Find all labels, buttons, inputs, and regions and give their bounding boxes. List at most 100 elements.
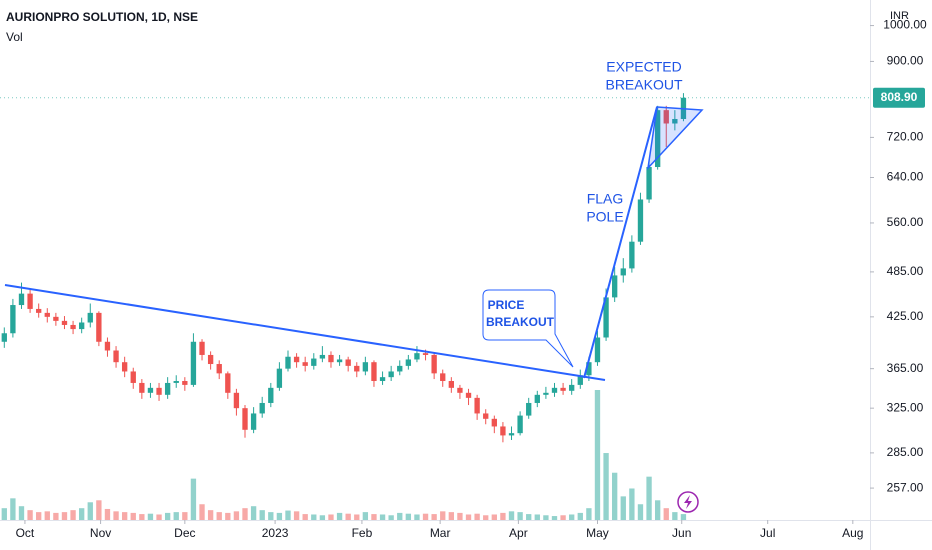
- candle-body: [61, 320, 68, 325]
- candle-body: [431, 354, 437, 374]
- volume-bar: [199, 504, 205, 520]
- candle-body: [354, 365, 360, 372]
- volume-bar: [440, 511, 446, 520]
- volume-bar: [147, 513, 154, 520]
- flag-pole-line: [583, 106, 658, 379]
- volume-bar: [139, 514, 145, 520]
- volume-bar: [629, 488, 635, 520]
- last-price-label: 808.90: [881, 90, 918, 104]
- volume-bar: [577, 512, 583, 520]
- volume-bar: [113, 511, 119, 520]
- candle-body: [216, 364, 222, 374]
- volume-bar: [371, 514, 377, 520]
- candle-body: [199, 341, 205, 355]
- volume-bar: [620, 496, 626, 520]
- volume-bar: [379, 514, 386, 520]
- candle-body: [302, 362, 308, 366]
- annotation: FLAG: [587, 191, 624, 207]
- volume-bar: [474, 513, 480, 520]
- x-tick-label: Feb: [352, 526, 373, 540]
- volume-bar: [569, 514, 575, 520]
- x-tick-label: Oct: [16, 526, 35, 540]
- y-tick-label: 900.00: [887, 54, 924, 68]
- candle-body: [207, 354, 214, 365]
- volume-bar: [543, 515, 549, 520]
- trend-line: [4, 284, 606, 381]
- x-tick-label: Mar: [430, 526, 451, 540]
- volume-bar: [242, 508, 248, 520]
- volume-bar: [534, 514, 540, 520]
- candle-body: [173, 381, 179, 383]
- candle-body: [594, 337, 601, 363]
- candle-body: [130, 371, 136, 383]
- candle-body: [336, 359, 343, 363]
- candle-body: [551, 387, 558, 393]
- candle-body: [672, 118, 678, 124]
- volume-bar: [79, 508, 85, 520]
- volume-bar: [491, 514, 497, 520]
- candle-body: [345, 359, 351, 366]
- x-tick-label: May: [586, 526, 609, 540]
- candle-body: [414, 353, 420, 360]
- candle-body: [250, 413, 257, 430]
- y-tick-label: 425.00: [887, 309, 924, 323]
- y-tick-label: 257.00: [887, 480, 924, 494]
- volume-bar: [130, 512, 136, 520]
- volume-bar: [233, 511, 240, 520]
- volume-bar: [276, 512, 283, 520]
- volume-bar: [156, 514, 162, 520]
- volume-bar: [190, 478, 197, 520]
- annotation: BREAKOUT: [486, 315, 555, 329]
- candle-body: [242, 408, 248, 430]
- candle-body: [379, 377, 386, 382]
- y-tick-label: 485.00: [887, 264, 924, 278]
- candle-body: [27, 293, 33, 309]
- candle-body: [259, 402, 265, 414]
- x-tick-label: Aug: [842, 526, 863, 540]
- candle-body: [293, 356, 300, 363]
- volume-bar: [10, 498, 16, 520]
- candle-body: [586, 362, 592, 376]
- candle-body: [225, 373, 231, 393]
- volume-bar: [259, 510, 265, 520]
- volume-bar: [164, 512, 171, 520]
- annotation: EXPECTED: [606, 59, 681, 75]
- volume-bar: [612, 472, 618, 520]
- y-tick-label: 1000.00: [883, 18, 927, 32]
- candle-body: [1, 333, 7, 342]
- volume-bar: [637, 504, 644, 520]
- volume-bar: [672, 512, 678, 520]
- volume-bar: [654, 500, 661, 520]
- volume-bar: [500, 512, 506, 520]
- volume-bar: [663, 508, 669, 520]
- candle-body: [10, 305, 16, 334]
- candle-body: [70, 324, 76, 330]
- volume-bar: [586, 508, 592, 520]
- flag-triangle: [646, 106, 704, 171]
- y-tick-label: 325.00: [887, 400, 924, 414]
- volume-bar: [551, 516, 558, 520]
- candle-body: [629, 241, 635, 269]
- volume-bar: [328, 514, 334, 520]
- volume-bar: [594, 390, 601, 520]
- x-tick-label: Nov: [90, 526, 111, 540]
- candle-body: [36, 308, 42, 313]
- candle-body: [276, 368, 283, 388]
- candle-body: [465, 392, 472, 398]
- candle-body: [328, 354, 334, 363]
- candle-body: [190, 341, 197, 385]
- volume-bar: [414, 514, 420, 520]
- candle-body: [654, 110, 661, 168]
- volume-bar: [173, 512, 179, 520]
- callout-box: [482, 289, 574, 368]
- candle-body: [388, 371, 394, 378]
- candle-body: [440, 373, 446, 382]
- currency-label: INR: [890, 10, 909, 22]
- volume-bar: [646, 476, 652, 520]
- volume-label: Vol: [6, 30, 23, 44]
- x-tick-label: 2023: [262, 526, 289, 540]
- candle-body: [560, 387, 566, 391]
- volume-bar: [680, 514, 687, 520]
- volume-bar: [285, 510, 291, 520]
